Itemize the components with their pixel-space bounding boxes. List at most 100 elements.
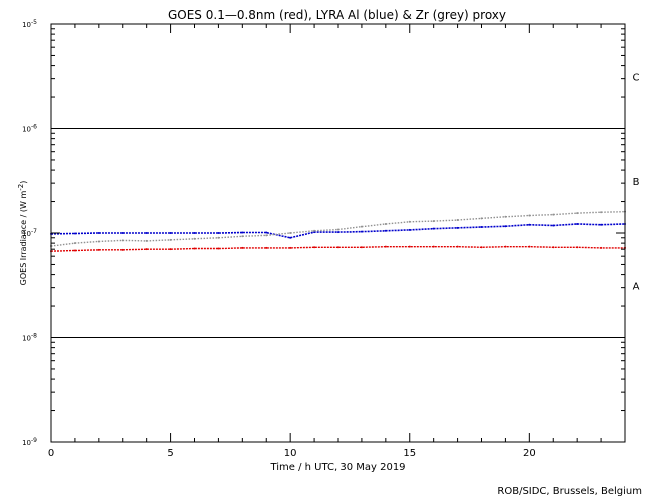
data-point	[97, 240, 100, 243]
data-point	[552, 224, 555, 227]
flare-class-label: B	[633, 177, 640, 188]
flare-class-label: A	[633, 281, 640, 292]
credit-text: ROB/SIDC, Brussels, Belgium	[497, 486, 642, 497]
data-point	[600, 246, 603, 249]
data-point	[169, 232, 172, 234]
y-tick-base: 10	[22, 126, 31, 134]
data-point	[360, 246, 363, 249]
class-lines	[51, 128, 625, 338]
data-point	[289, 246, 292, 249]
y-tick-exponent: -7	[31, 228, 37, 235]
y-tick-base: 10	[22, 335, 31, 343]
y-tick-label: 10-8	[22, 333, 37, 343]
data-point	[145, 232, 148, 234]
x-axis-label: Time / h UTC, 30 May 2019	[269, 462, 405, 473]
data-point	[337, 231, 339, 234]
y-axis-label-exponent: -2	[17, 184, 25, 191]
data-point	[313, 229, 316, 232]
data-point	[384, 245, 387, 248]
data-series	[50, 245, 626, 253]
data-point	[337, 246, 339, 249]
y-tick-label: 10-7	[22, 228, 37, 238]
data-point	[121, 232, 124, 234]
y-axis-label-text: GOES Irradiance / (W m	[19, 191, 28, 286]
data-point	[528, 245, 531, 248]
x-tick-label: 15	[403, 448, 416, 459]
y-axis-label-close: )	[19, 181, 28, 184]
series-line	[51, 223, 625, 239]
data-point	[193, 232, 196, 234]
data-point	[265, 234, 268, 237]
data-point	[73, 242, 76, 245]
x-tick-label: 0	[48, 448, 54, 459]
data-point	[360, 225, 363, 228]
data-point	[289, 232, 292, 234]
y-axis-label: GOES Irradiance / (W m-2)	[17, 181, 28, 286]
y-tick-label: 10-6	[22, 124, 37, 134]
y-axis: 10-910-810-710-610-5	[22, 19, 625, 447]
x-axis: 0 5 10 15 20	[48, 24, 626, 459]
data-point	[456, 245, 459, 248]
flare-class-labels: A B C	[633, 72, 640, 292]
data-series	[50, 210, 626, 248]
data-point	[480, 246, 483, 249]
data-point	[265, 231, 268, 234]
data-point	[169, 238, 172, 241]
data-point	[480, 217, 483, 220]
y-tick-exponent: -6	[31, 124, 37, 131]
data-point	[408, 228, 411, 231]
data-point	[145, 239, 148, 242]
data-point	[97, 232, 100, 234]
y-tick-exponent: -8	[31, 333, 37, 340]
data-point	[217, 247, 220, 250]
data-point	[528, 223, 531, 226]
data-point	[432, 227, 435, 230]
data-point	[145, 248, 148, 251]
data-point	[265, 246, 268, 249]
data-point	[504, 215, 507, 218]
x-tick-label: 20	[523, 448, 536, 459]
y-tick-label: 10-9	[22, 437, 37, 447]
data-point	[600, 223, 603, 226]
data-point	[504, 225, 507, 228]
x-tick-label: 10	[284, 448, 297, 459]
data-point	[241, 235, 244, 238]
chart-title: GOES 0.1—0.8nm (red), LYRA Al (blue) & Z…	[168, 8, 506, 22]
data-point	[576, 222, 579, 225]
data-point	[408, 245, 411, 248]
y-tick-base: 10	[22, 439, 31, 447]
data-point	[121, 239, 124, 242]
data-point	[576, 212, 579, 215]
data-point	[337, 228, 339, 231]
data-point	[576, 246, 579, 249]
y-tick-label: 10-5	[22, 19, 37, 29]
y-tick-exponent: -5	[31, 19, 37, 26]
data-point	[432, 220, 435, 223]
data-point	[289, 236, 292, 239]
data-point	[241, 231, 244, 234]
data-point	[480, 226, 483, 229]
data-point	[456, 219, 459, 222]
data-point	[193, 237, 196, 240]
data-point	[217, 236, 220, 239]
data-point	[97, 248, 100, 251]
data-point	[408, 220, 411, 223]
data-point	[169, 248, 172, 251]
data-point	[432, 245, 435, 248]
data-point	[384, 222, 387, 225]
y-tick-base: 10	[22, 21, 31, 29]
data-point	[384, 229, 387, 232]
y-tick-exponent: -9	[31, 437, 37, 444]
data-point	[217, 232, 220, 234]
flare-class-label: C	[633, 72, 640, 83]
data-point	[121, 248, 124, 251]
data-point	[73, 232, 76, 235]
y-tick-base: 10	[22, 230, 31, 238]
data-point	[528, 214, 531, 217]
data-point	[600, 211, 603, 214]
data-point	[360, 230, 363, 233]
data-point	[193, 247, 196, 250]
data-point	[504, 245, 507, 248]
data-point	[456, 226, 459, 229]
